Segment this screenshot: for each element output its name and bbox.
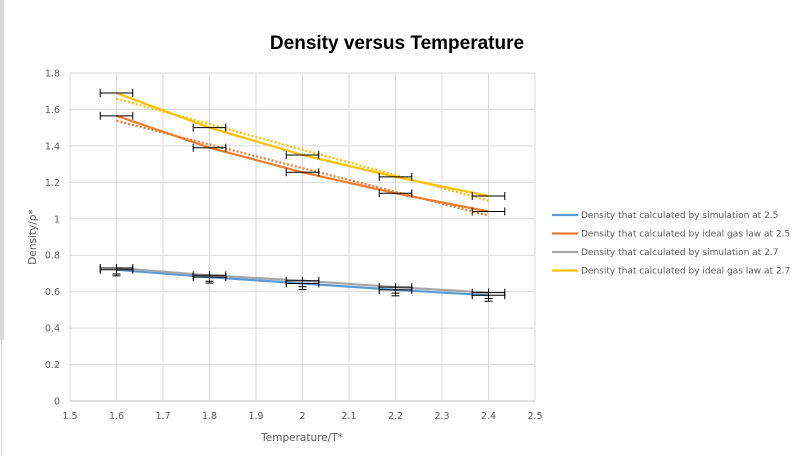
legend-entry: Density that calculated by simulation at… bbox=[552, 211, 778, 221]
y-tick-labels: 0 0.2 0.4 0.6 0.8 1 1.2 1.4 1.6 1.8 bbox=[45, 69, 60, 408]
error-bar bbox=[99, 263, 134, 275]
x-tick-label: 2 bbox=[299, 411, 305, 422]
legend-label: Density that calculated by simulation at… bbox=[581, 211, 778, 221]
y-tick-label: 1.2 bbox=[45, 178, 60, 189]
y-tick-label: 1.8 bbox=[45, 69, 60, 80]
error-bar bbox=[192, 143, 227, 152]
legend-entry: Density that calculated by ideal gas law… bbox=[552, 267, 790, 277]
window-edge bbox=[0, 0, 4, 340]
error-bar bbox=[471, 192, 506, 200]
x-tick-label: 1.6 bbox=[109, 411, 124, 422]
y-tick-label: 1 bbox=[54, 214, 60, 225]
error-bar bbox=[471, 207, 506, 216]
gridlines bbox=[69, 72, 536, 402]
error-bar bbox=[99, 89, 134, 98]
y-tick-label: 1.6 bbox=[45, 105, 60, 116]
x-axis-label: Temperature/T* bbox=[260, 432, 343, 444]
error-bar bbox=[285, 276, 320, 288]
legend-entry: Density that calculated by simulation at… bbox=[552, 248, 778, 258]
legend-label: Density that calculated by ideal gas law… bbox=[581, 230, 790, 240]
legend: Density that calculated by simulation at… bbox=[552, 211, 790, 277]
y-tick-label: 0.6 bbox=[45, 287, 60, 298]
x-tick-label: 2.4 bbox=[481, 411, 496, 422]
x-tick-label: 2.5 bbox=[527, 411, 542, 422]
y-tick-label: 0.4 bbox=[45, 324, 60, 335]
y-tick-label: 0 bbox=[54, 397, 60, 408]
error-bars bbox=[99, 89, 506, 302]
error-bar bbox=[285, 168, 320, 177]
legend-entry: Density that calculated by ideal gas law… bbox=[552, 230, 790, 240]
error-bar bbox=[99, 111, 134, 120]
y-tick-label: 0.2 bbox=[45, 360, 60, 371]
error-bar bbox=[471, 288, 506, 300]
x-tick-label: 1.8 bbox=[202, 411, 217, 422]
x-tick-label: 2.2 bbox=[388, 411, 403, 422]
y-tick-label: 0.8 bbox=[45, 251, 60, 262]
x-tick-label: 1.9 bbox=[248, 411, 263, 422]
error-bar bbox=[378, 189, 413, 198]
x-tick-label: 2.1 bbox=[341, 411, 356, 422]
y-tick-label: 1.4 bbox=[45, 141, 60, 152]
error-bar bbox=[192, 123, 227, 132]
error-bar bbox=[285, 151, 320, 159]
y-axis-label: Density/ρ* bbox=[27, 209, 39, 264]
x-tick-label: 1.5 bbox=[62, 411, 77, 422]
chart-title: Density versus Temperature bbox=[270, 33, 524, 54]
error-bar bbox=[378, 172, 413, 181]
x-tick-label: 2.3 bbox=[434, 411, 449, 422]
error-bar bbox=[192, 271, 227, 282]
window-edge-line bbox=[1, 340, 2, 456]
x-tick-labels: 1.5 1.6 1.7 1.8 1.9 2 2.1 2.2 2.3 2.4 2.5 bbox=[62, 411, 542, 422]
x-tick-label: 1.7 bbox=[155, 411, 170, 422]
legend-label: Density that calculated by ideal gas law… bbox=[581, 267, 790, 277]
error-bar bbox=[378, 283, 413, 294]
legend-label: Density that calculated by simulation at… bbox=[581, 248, 778, 258]
